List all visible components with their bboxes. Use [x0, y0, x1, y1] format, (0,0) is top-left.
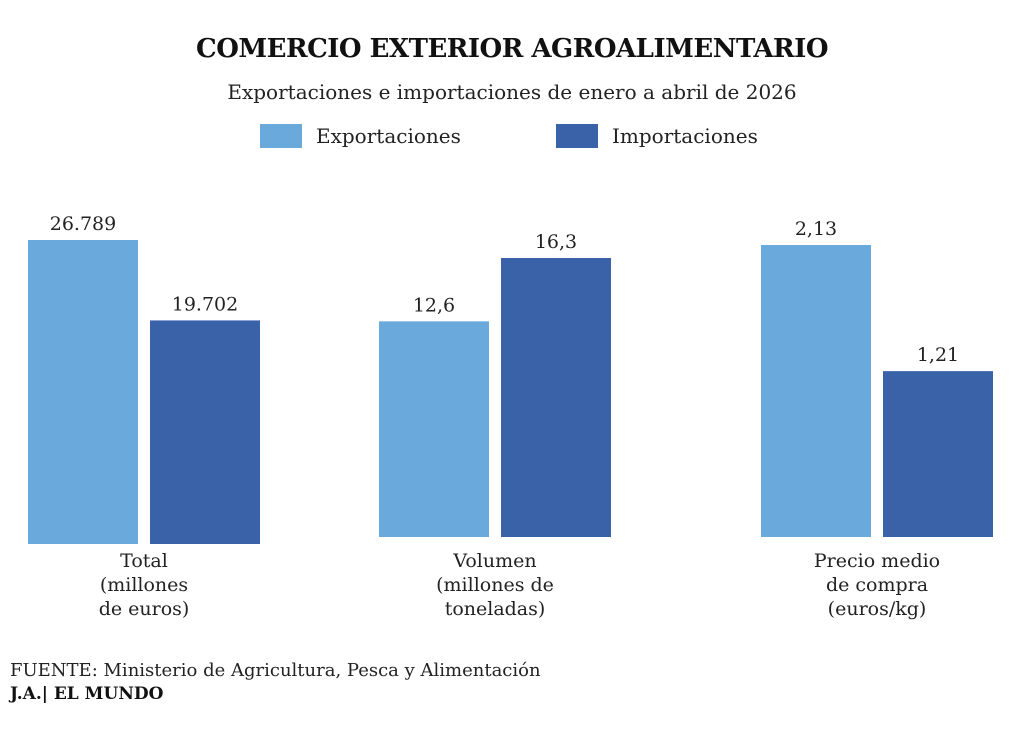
legend-swatch-imports: [556, 124, 598, 148]
source-key: FUENTE:: [10, 660, 98, 681]
bar-exports-1: [28, 240, 138, 544]
category-label-line: Volumen: [452, 550, 536, 572]
data-label-exports-3: 2,13: [795, 218, 837, 240]
category-label-line: de euros): [99, 598, 190, 620]
category-label-1: Total (millones de euros): [99, 550, 190, 620]
category-label-line: (euros/kg): [828, 598, 927, 620]
chart-subtitle: Exportaciones e importaciones de enero a…: [227, 80, 797, 104]
data-label-imports-2: 16,3: [535, 231, 577, 253]
chart-title: COMERCIO EXTERIOR AGROALIMENTARIO: [196, 34, 828, 64]
data-label-exports-2: 12,6: [413, 294, 455, 316]
category-label-line: (millones: [100, 574, 188, 596]
legend-item-imports: Importaciones: [556, 124, 758, 148]
data-label-exports-1: 26.789: [50, 213, 116, 235]
legend-swatch-exports: [260, 124, 302, 148]
category-label-2: Volumen (millones de toneladas): [436, 550, 554, 620]
legend: Exportaciones Importaciones: [0, 124, 1024, 154]
data-label-imports-3: 1,21: [917, 344, 959, 366]
bar-imports-2: [501, 258, 611, 537]
bar-imports-1: [150, 320, 260, 544]
source-line: FUENTE: Ministerio de Agricultura, Pesca…: [10, 660, 541, 681]
category-label-line: Total: [120, 550, 168, 572]
bar-exports-3: [761, 245, 871, 537]
legend-label-imports: Importaciones: [612, 124, 758, 148]
category-label-line: de compra: [826, 574, 928, 596]
credit: J.A.| EL MUNDO: [10, 684, 164, 704]
legend-label-exports: Exportaciones: [316, 124, 461, 148]
category-label-line: Precio medio: [814, 550, 940, 572]
category-label-3: Precio medio de compra (euros/kg): [814, 550, 940, 620]
data-label-imports-1: 19.702: [172, 293, 238, 315]
bar-exports-2: [379, 321, 489, 537]
bar-imports-3: [883, 371, 993, 537]
category-label-line: toneladas): [445, 598, 546, 620]
source-text: Ministerio de Agricultura, Pesca y Alime…: [103, 660, 541, 681]
legend-item-exports: Exportaciones: [260, 124, 461, 148]
bar-chart: 26.789 19.702 Total (millones de euros) 12,6 1…: [28, 213, 993, 620]
category-label-line: (millones de: [436, 574, 554, 596]
